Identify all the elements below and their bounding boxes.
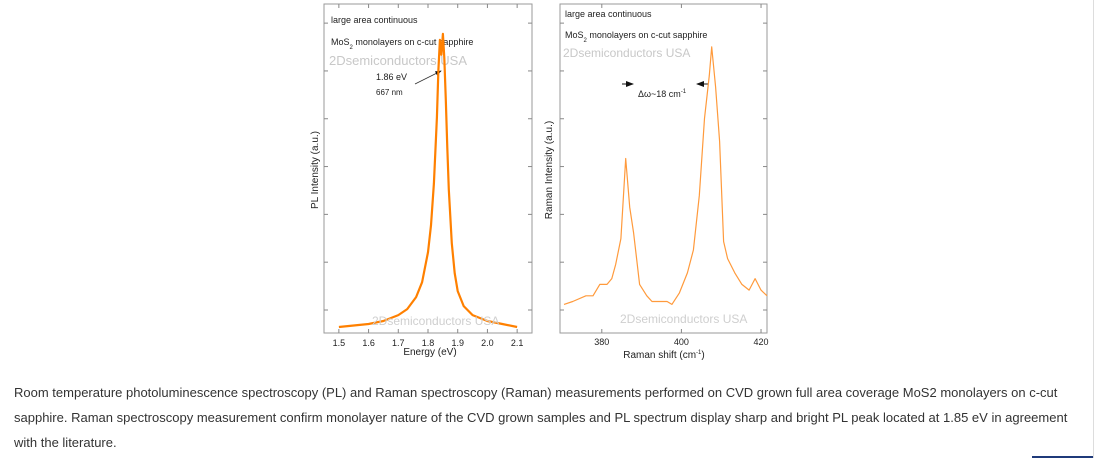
raman-annotation-line1: large area continuous — [565, 9, 652, 19]
raman-xtick-label: 400 — [674, 337, 689, 347]
pl-peak-label-wavelength: 667 nm — [376, 88, 403, 97]
raman-watermark-top: 2Dsemiconductors USA — [563, 46, 690, 60]
raman-annotation-line2: MoS2 monolayers on c-cut sapphire — [565, 30, 707, 44]
raman-series-line — [563, 46, 768, 305]
page-divider — [1093, 0, 1094, 458]
raman-xtick-label: 380 — [594, 337, 609, 347]
raman-xtick-labels: 380 400 420 — [594, 337, 768, 347]
scroll-indicator — [1032, 456, 1093, 458]
pl-y-axis-label: PL Intensity (a.u.) — [310, 131, 321, 209]
raman-ticks — [560, 4, 767, 333]
pl-series-line — [338, 32, 518, 329]
pl-xtick-label: 1.6 — [362, 338, 375, 348]
pl-x-axis-label: Energy (eV) — [403, 347, 456, 358]
pl-xtick-label: 1.8 — [422, 338, 435, 348]
raman-series — [563, 46, 768, 305]
raman-plot-frame — [559, 3, 768, 334]
pl-chart: large area continuous MoS2 monolayers on… — [310, 3, 533, 358]
pl-xtick-label: 2.1 — [511, 338, 524, 348]
pl-peak-label-energy: 1.86 eV — [376, 72, 407, 82]
pl-watermark-bottom: 2Dsemiconductors USA — [372, 314, 499, 328]
figure-caption: Room temperature photoluminescence spect… — [14, 385, 1068, 450]
pl-xtick-labels: 1.5 1.6 1.7 1.8 1.9 2.0 2.1 — [333, 338, 524, 348]
raman-delta-label: Δω~18 cm-1 — [638, 89, 687, 99]
raman-xtick-label: 420 — [754, 337, 769, 347]
pl-xtick-label: 2.0 — [481, 338, 494, 348]
pl-xtick-label: 1.5 — [333, 338, 346, 348]
pl-series — [338, 32, 518, 329]
raman-x-axis-label: Raman shift (cm-1) — [623, 350, 704, 361]
pl-annotation-line2: MoS2 monolayers on c-cut sapphire — [331, 37, 473, 51]
pl-watermark-top: 2Dsemiconductors USA — [329, 53, 467, 68]
pl-xtick-label: 1.7 — [392, 338, 405, 348]
pl-ticks — [324, 4, 532, 333]
raman-watermark-bottom: 2Dsemiconductors USA — [620, 312, 747, 326]
pl-xtick-label: 1.9 — [451, 338, 464, 348]
raman-chart: large area continuous MoS2 monolayers on… — [544, 3, 769, 361]
pl-peak-arrow — [414, 70, 442, 85]
pl-annotation-line1: large area continuous — [331, 15, 418, 25]
raman-y-axis-label: Raman Intensity (a.u.) — [544, 121, 555, 219]
figure: large area continuous MoS2 monolayers on… — [310, 3, 769, 361]
